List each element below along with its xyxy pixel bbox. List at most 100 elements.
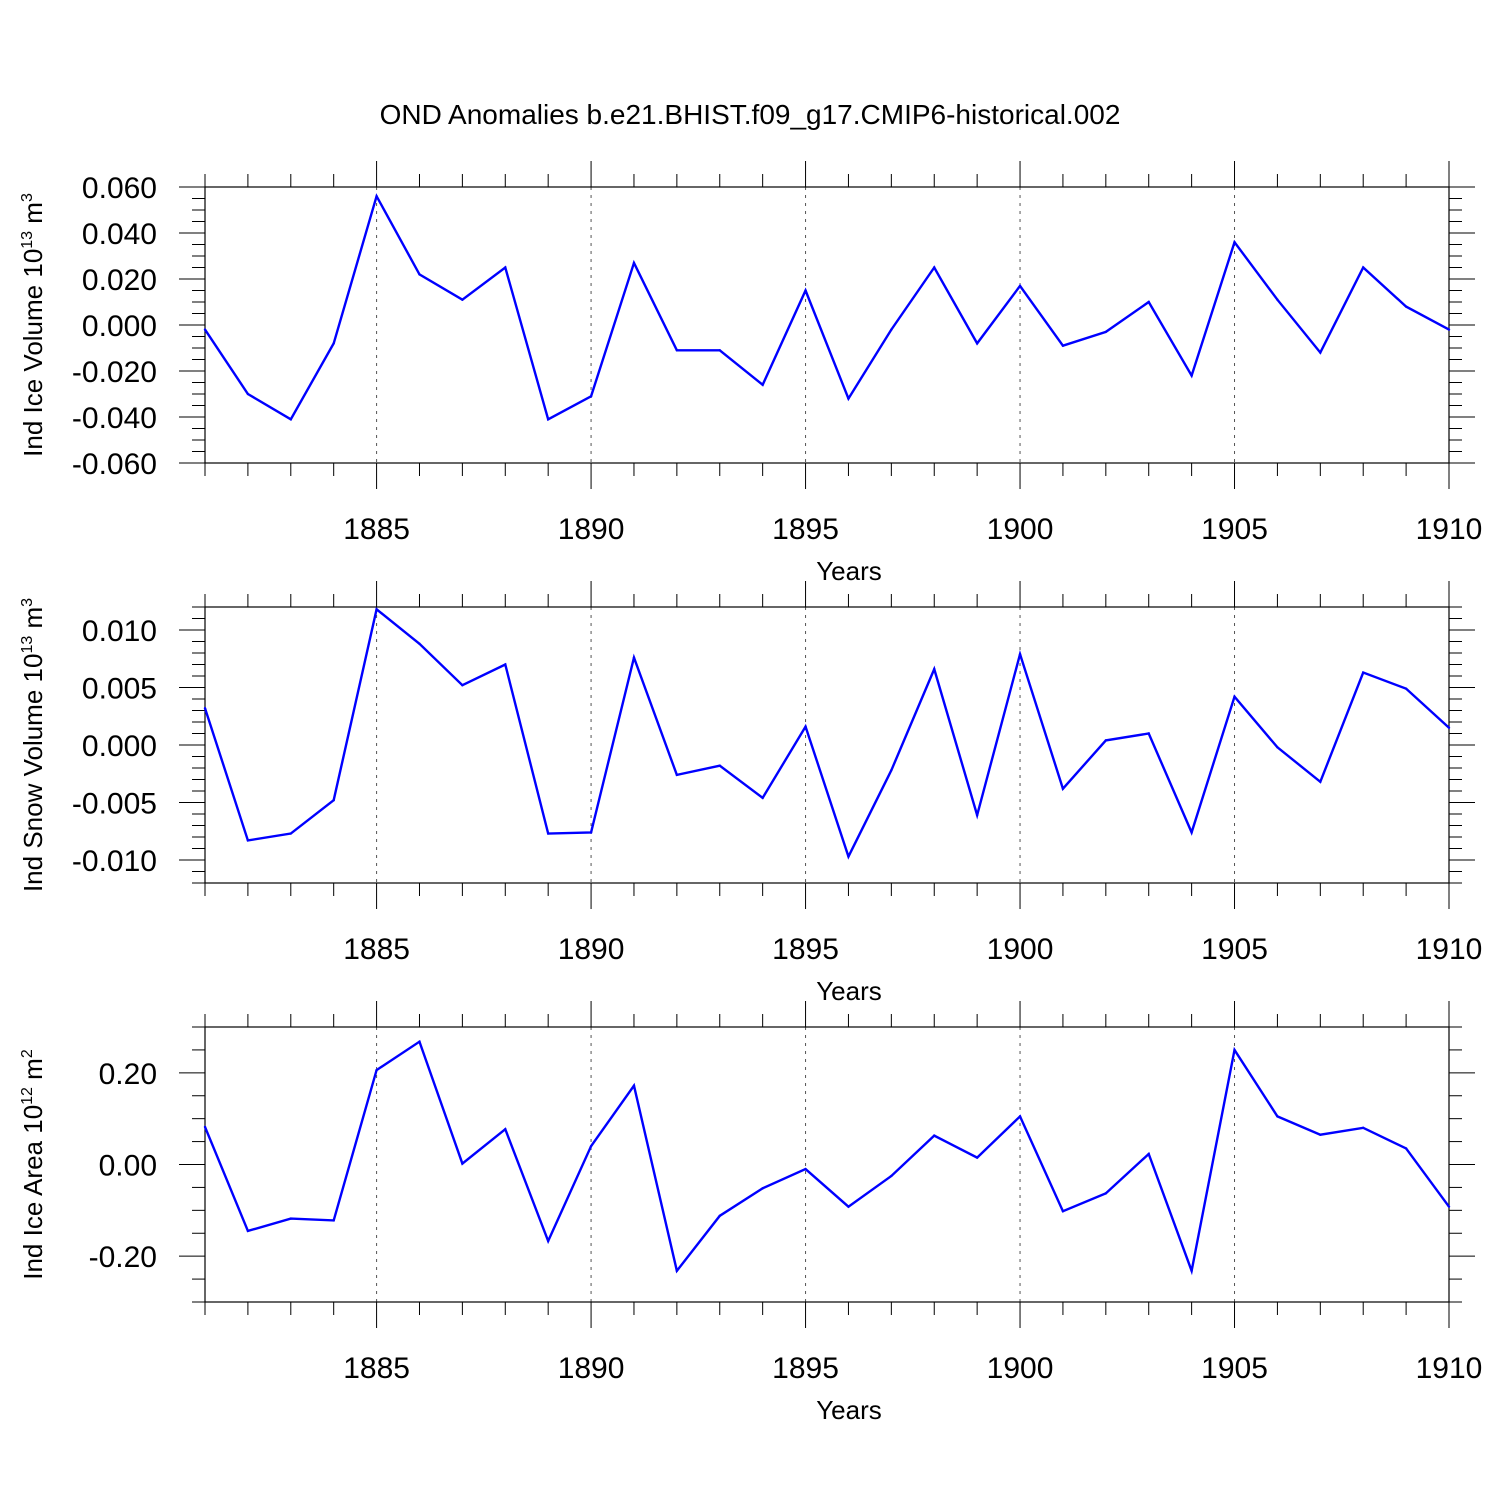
x-tick-label: 1910: [1416, 513, 1483, 546]
data-point: [418, 1040, 421, 1043]
data-point: [1362, 671, 1365, 674]
series-line: [204, 193, 1450, 422]
data-point: [847, 397, 850, 400]
x-tick-label: 1905: [1201, 933, 1268, 966]
data-point: [975, 1156, 979, 1159]
data-point: [289, 1217, 292, 1220]
data-point: [546, 1239, 550, 1243]
y-axis-title: Ind Ice Area 1012 m2: [18, 1049, 48, 1280]
data-point: [1147, 300, 1150, 304]
series-line: [203, 1039, 1450, 1276]
x-tick-label: 1890: [558, 513, 625, 546]
data-point: [933, 266, 936, 269]
y-tick-label: -0.005: [72, 788, 157, 821]
chart-panel-2: -0.010 -0.005 0.000 0.005 0.010 1885 1890 1895 1…: [18, 581, 1482, 1006]
y-tick-label: -0.040: [72, 402, 157, 435]
data-point: [718, 1214, 721, 1218]
data-point: [975, 342, 979, 345]
series-line: [203, 607, 1450, 860]
data-point: [1276, 298, 1279, 301]
x-axis-title: Years: [816, 976, 882, 1006]
data-point: [675, 773, 679, 777]
data-point: [1104, 1192, 1108, 1195]
data-point: [804, 289, 807, 292]
data-point: [546, 832, 550, 835]
x-tick-label: 1900: [987, 933, 1054, 966]
data-point: [1190, 1269, 1193, 1273]
data-point: [246, 392, 250, 396]
plot-frame: [204, 606, 1450, 884]
data-point: [1147, 732, 1150, 735]
data-point: [1233, 1048, 1236, 1052]
data-point: [632, 1084, 636, 1087]
data-point: [1018, 1115, 1022, 1118]
data-point: [203, 328, 207, 331]
data-point: [1147, 1152, 1150, 1156]
plot-frame: [204, 1026, 1450, 1303]
x-tick-label: 1905: [1201, 1352, 1268, 1385]
data-point: [1018, 284, 1022, 288]
y-tick-label: 0.000: [82, 310, 157, 343]
x-tick-label: 1895: [772, 1352, 839, 1385]
y-tick-label: 0.20: [99, 1058, 157, 1091]
data-point: [589, 1144, 593, 1148]
y-tick-label: 0.040: [82, 218, 157, 251]
data-point: [847, 855, 850, 858]
data-point: [289, 418, 292, 421]
data-point: [847, 1205, 850, 1208]
data-point: [589, 831, 593, 834]
data-point: [375, 608, 378, 611]
x-tick-label: 1895: [772, 513, 839, 546]
data-point: [933, 1134, 936, 1137]
y-tick-label: 0.00: [99, 1150, 157, 1183]
data-point: [461, 1162, 464, 1165]
y-tick-label: -0.20: [89, 1241, 157, 1274]
x-tick-label: 1890: [558, 933, 625, 966]
data-point: [1276, 1115, 1279, 1118]
x-tick-label: 1885: [343, 1352, 410, 1385]
data-point: [1319, 780, 1322, 783]
plot-frame: [204, 186, 1450, 464]
data-point: [375, 1068, 378, 1072]
data-point: [675, 349, 679, 352]
data-point: [1061, 787, 1065, 790]
data-point: [203, 707, 207, 710]
x-tick-label: 1885: [343, 933, 410, 966]
data-point: [246, 839, 250, 842]
y-tick-label: -0.010: [72, 845, 157, 878]
data-point: [1404, 305, 1408, 308]
data-point: [890, 328, 893, 331]
data-point: [890, 1174, 893, 1178]
data-point: [1404, 687, 1408, 690]
y-axis-title: Ind Snow Volume 1013 m3: [18, 598, 48, 892]
data-point: [1233, 695, 1236, 698]
data-point: [1190, 374, 1193, 377]
y-tick-label: 0.020: [82, 264, 157, 297]
data-point: [1404, 1147, 1408, 1150]
x-tick-label: 1895: [772, 933, 839, 966]
data-point: [632, 261, 636, 265]
data-point: [504, 1128, 507, 1131]
x-tick-label: 1890: [558, 1352, 625, 1385]
data-point: [461, 684, 464, 687]
data-point: [1061, 344, 1065, 347]
data-point: [289, 832, 292, 835]
data-point: [418, 642, 421, 645]
data-point: [504, 663, 507, 666]
data-point: [1319, 351, 1322, 354]
y-tick-label: 0.000: [82, 730, 157, 763]
data-point: [1319, 1133, 1322, 1136]
data-point: [418, 273, 421, 276]
data-point: [1104, 330, 1108, 334]
data-point: [761, 796, 764, 800]
y-tick-label: -0.060: [72, 448, 157, 481]
x-axis-title: Years: [816, 1395, 882, 1425]
data-point: [761, 1187, 764, 1190]
data-point: [1447, 726, 1451, 729]
data-point: [504, 266, 507, 269]
data-point: [332, 342, 335, 345]
data-point: [461, 298, 464, 301]
data-point: [804, 725, 807, 728]
data-point: [804, 1167, 807, 1171]
